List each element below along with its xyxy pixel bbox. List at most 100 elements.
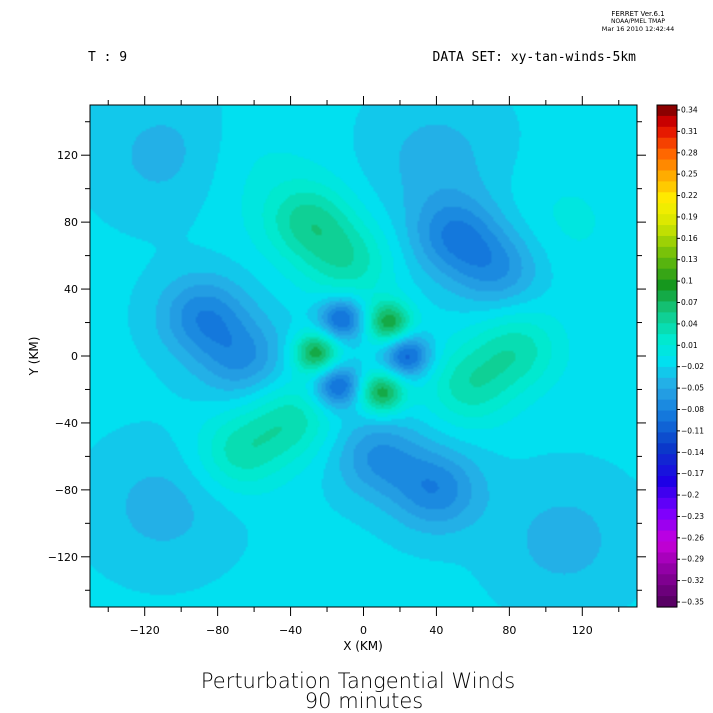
x-tick-labels: −120 −80 −40 0 40 80 120 [130,624,593,637]
colorbar-swatch [657,192,677,204]
colorbar-swatch [657,246,677,259]
colorbar-label: 0.04 [681,319,698,328]
colorbar-swatch [657,421,677,433]
colorbar-swatch [657,541,677,554]
program-org: NOAA/PMEL TMAP [611,18,665,25]
y-tick-label: −40 [55,417,78,430]
colorbar-label: 0.22 [681,191,698,200]
dataset-label: DATA SET: xy-tan-winds-5km [433,50,637,65]
axis-ticks [81,96,646,616]
colorbar-label: 0.01 [681,341,698,350]
colorbar-label: 0.34 [681,106,698,115]
colorbar-swatch [657,366,677,379]
colorbar-swatch [657,225,677,237]
colorbar-labels: 0.34 0.31 0.28 0.25 0.22 0.19 0.16 0.13 0.1 0.07 0… [677,106,704,607]
colorbar-swatch [657,105,677,117]
colorbar-swatch [657,443,677,455]
colorbar-swatch [657,530,677,543]
colorbar-label: 0.31 [681,127,698,136]
colorbar-swatch [657,268,677,281]
y-axis-label: Y (KM) [27,337,41,377]
plot-timestamp: Mar 16 2010 12:42:44 [602,25,674,33]
colorbar-swatch [657,432,677,444]
colorbar-swatch [657,486,677,499]
colorbar-swatch [657,170,677,182]
colorbar-label: −0.23 [681,512,704,521]
time-step-label: T : 9 [88,50,127,65]
colorbar-swatch [657,410,677,423]
colorbar-label: 0.1 [681,277,693,286]
colorbar-label: 0.07 [681,298,698,307]
colorbar-swatch [657,279,677,292]
colorbar-label: −0.2 [681,491,699,500]
chart-subtitle: 90 minutes [305,689,423,713]
y-tick-label: 80 [64,216,78,229]
colorbar-swatch [657,596,677,608]
x-tick-label: 120 [572,624,593,637]
colorbar-label: −0.08 [681,405,704,414]
heatmap-field [90,105,637,607]
colorbar-swatch [657,519,677,532]
colorbar-label: −0.32 [681,576,704,585]
colorbar-swatch [657,203,677,215]
x-tick-label: −120 [130,624,160,637]
colorbar-label: −0.02 [681,362,704,371]
colorbar-swatch [657,388,677,401]
colorbar-swatch [657,214,677,226]
colorbar-label: 0.13 [681,255,698,264]
x-tick-label: −40 [279,624,302,637]
colorbar-swatch [657,137,677,150]
colorbar-swatch [657,301,677,313]
colorbar-swatch [657,356,677,368]
colorbar-label: 0.25 [681,170,698,179]
x-axis-label: X (KM) [343,639,383,653]
y-tick-label: 40 [64,283,78,296]
colorbar-swatch [657,323,677,335]
colorbar-swatch [657,585,677,597]
colorbar-label: 0.16 [681,234,698,243]
colorbar-swatch [657,345,677,357]
colorbar-swatch [657,115,677,128]
colorbar-label: −0.14 [681,448,704,457]
y-tick-label: −80 [55,484,78,497]
colorbar-swatch [657,454,677,466]
colorbar-swatch [657,377,677,390]
x-tick-label: 40 [429,624,443,637]
colorbar-label: −0.05 [681,384,704,393]
colorbar-label: −0.26 [681,533,704,542]
colorbar-swatch [657,465,677,477]
y-tick-label: −120 [48,551,78,564]
colorbar-swatch [657,399,677,412]
colorbar-swatch [657,290,677,303]
y-tick-labels: 120 80 40 0 −40 −80 −120 [48,149,78,564]
program-version: FERRET Ver.6.1 [611,10,664,18]
y-tick-label: 120 [57,149,78,162]
colorbar-swatch [657,312,677,324]
x-tick-label: 80 [502,624,516,637]
colorbar-swatch [657,552,677,564]
colorbar-swatch [657,563,677,575]
colorbar-frame [656,104,678,608]
colorbar-swatch [657,235,677,248]
colorbar-swatch [657,148,677,161]
colorbar-swatch [657,497,677,510]
chart-title: Perturbation Tangential Winds [201,669,515,693]
colorbar-label: −0.29 [681,555,704,564]
x-tick-label: 0 [360,624,367,637]
x-tick-label: −80 [206,624,229,637]
colorbar-swatch [657,181,677,193]
colorbar-swatch [657,508,677,521]
y-tick-label: 0 [71,350,78,363]
colorbar-label: 0.28 [681,148,698,157]
colorbar-label: −0.11 [681,426,704,435]
colorbar-swatch [657,574,677,586]
colorbar-swatch [657,334,677,346]
colorbar-label: −0.35 [681,598,704,607]
colorbar [656,104,678,608]
colorbar-swatch [657,126,677,139]
colorbar-label: −0.17 [681,469,704,478]
colorbar-swatch [657,159,677,172]
colorbar-swatch [657,257,677,270]
colorbar-label: 0.19 [681,212,698,221]
